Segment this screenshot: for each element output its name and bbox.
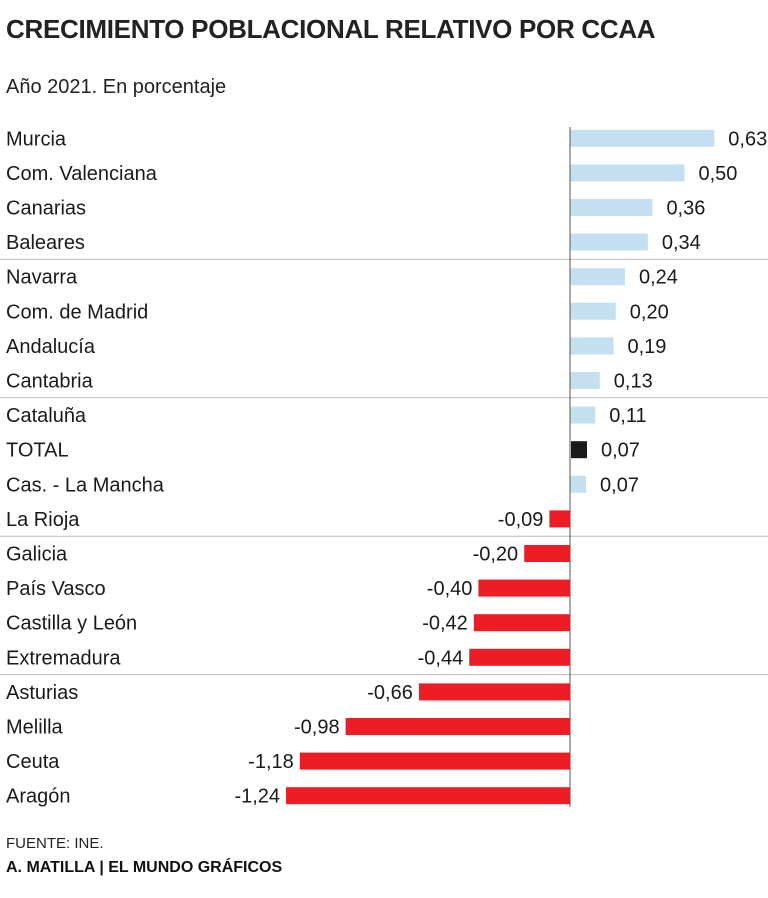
category-label: Andalucía <box>6 336 96 358</box>
bar-murcia <box>570 129 715 147</box>
bar-arag-n <box>286 787 570 805</box>
bar-canarias <box>570 199 653 216</box>
category-label: País Vasco <box>6 578 106 600</box>
category-label: Com. Valenciana <box>6 163 158 185</box>
category-label: La Rioja <box>6 509 80 531</box>
value-label: 0,34 <box>662 232 701 254</box>
category-label: Ceuta <box>6 751 60 773</box>
category-label: Canarias <box>6 198 86 220</box>
bar-asturias <box>418 683 570 701</box>
value-label: 0,07 <box>601 440 640 462</box>
value-label: 0,63 <box>728 128 767 150</box>
source-note: FUENTE: INE. <box>6 835 104 852</box>
chart-title: CRECIMIENTO POBLACIONAL RELATIVO POR CCA… <box>6 14 656 44</box>
category-label: Aragón <box>6 786 71 808</box>
bar-cantabria <box>570 372 600 389</box>
bar-cas-la-mancha <box>570 475 587 493</box>
category-label: TOTAL <box>6 440 69 462</box>
category-label: Cas. - La Mancha <box>6 474 165 496</box>
bar-chart: Murcia 0,63 Com. Valenciana 0,50 Canarias 0,3… <box>0 127 768 808</box>
bar-andaluc-a <box>570 337 614 355</box>
value-label: -0,09 <box>498 509 544 531</box>
category-label: Murcia <box>6 128 67 150</box>
value-label: -0,44 <box>418 647 464 669</box>
category-label: Asturias <box>6 682 78 704</box>
bar-ceuta <box>299 752 570 770</box>
value-label: 0,20 <box>630 301 669 323</box>
category-label: Melilla <box>6 717 64 739</box>
category-label: Com. de Madrid <box>6 301 148 323</box>
bar-catalu-a <box>570 406 596 424</box>
category-label: Cantabria <box>6 371 94 393</box>
value-label: -0,66 <box>367 682 413 704</box>
category-label: Extremadura <box>6 647 121 669</box>
category-label: Navarra <box>6 267 78 289</box>
bar-castilla-y-le-n <box>473 614 570 632</box>
category-label: Baleares <box>6 232 85 254</box>
bar-com-de-madrid <box>570 302 616 320</box>
value-label: -0,42 <box>422 613 468 635</box>
value-label: 0,24 <box>639 267 678 289</box>
value-label: 0,07 <box>600 474 639 496</box>
category-label: Galicia <box>6 544 68 566</box>
value-label: -1,24 <box>234 786 280 808</box>
bar-galicia <box>524 545 570 562</box>
value-label: 0,36 <box>666 198 705 220</box>
value-label: 0,50 <box>699 163 738 185</box>
value-label: -0,20 <box>473 544 519 566</box>
bar-la-rioja <box>549 510 570 528</box>
chart-subtitle: Año 2021. En porcentaje <box>6 76 227 98</box>
bar-baleares <box>570 233 648 251</box>
value-label: -0,98 <box>294 717 340 739</box>
value-label: 0,13 <box>614 371 653 393</box>
bar-total <box>571 441 587 459</box>
category-label: Cataluña <box>6 405 87 427</box>
bar-navarra <box>570 268 625 286</box>
credit-line: A. MATILLA | EL MUNDO GRÁFICOS <box>6 859 283 876</box>
bar-melilla <box>345 718 570 735</box>
value-label: 0,19 <box>628 336 667 358</box>
bar-extremadura <box>469 648 570 666</box>
bar-pa-s-vasco <box>478 579 570 597</box>
value-label: -1,18 <box>248 751 294 773</box>
value-label: -0,40 <box>427 578 473 600</box>
bar-com-valenciana <box>570 164 685 182</box>
category-label: Castilla y León <box>6 613 137 635</box>
value-label: 0,11 <box>609 405 646 427</box>
